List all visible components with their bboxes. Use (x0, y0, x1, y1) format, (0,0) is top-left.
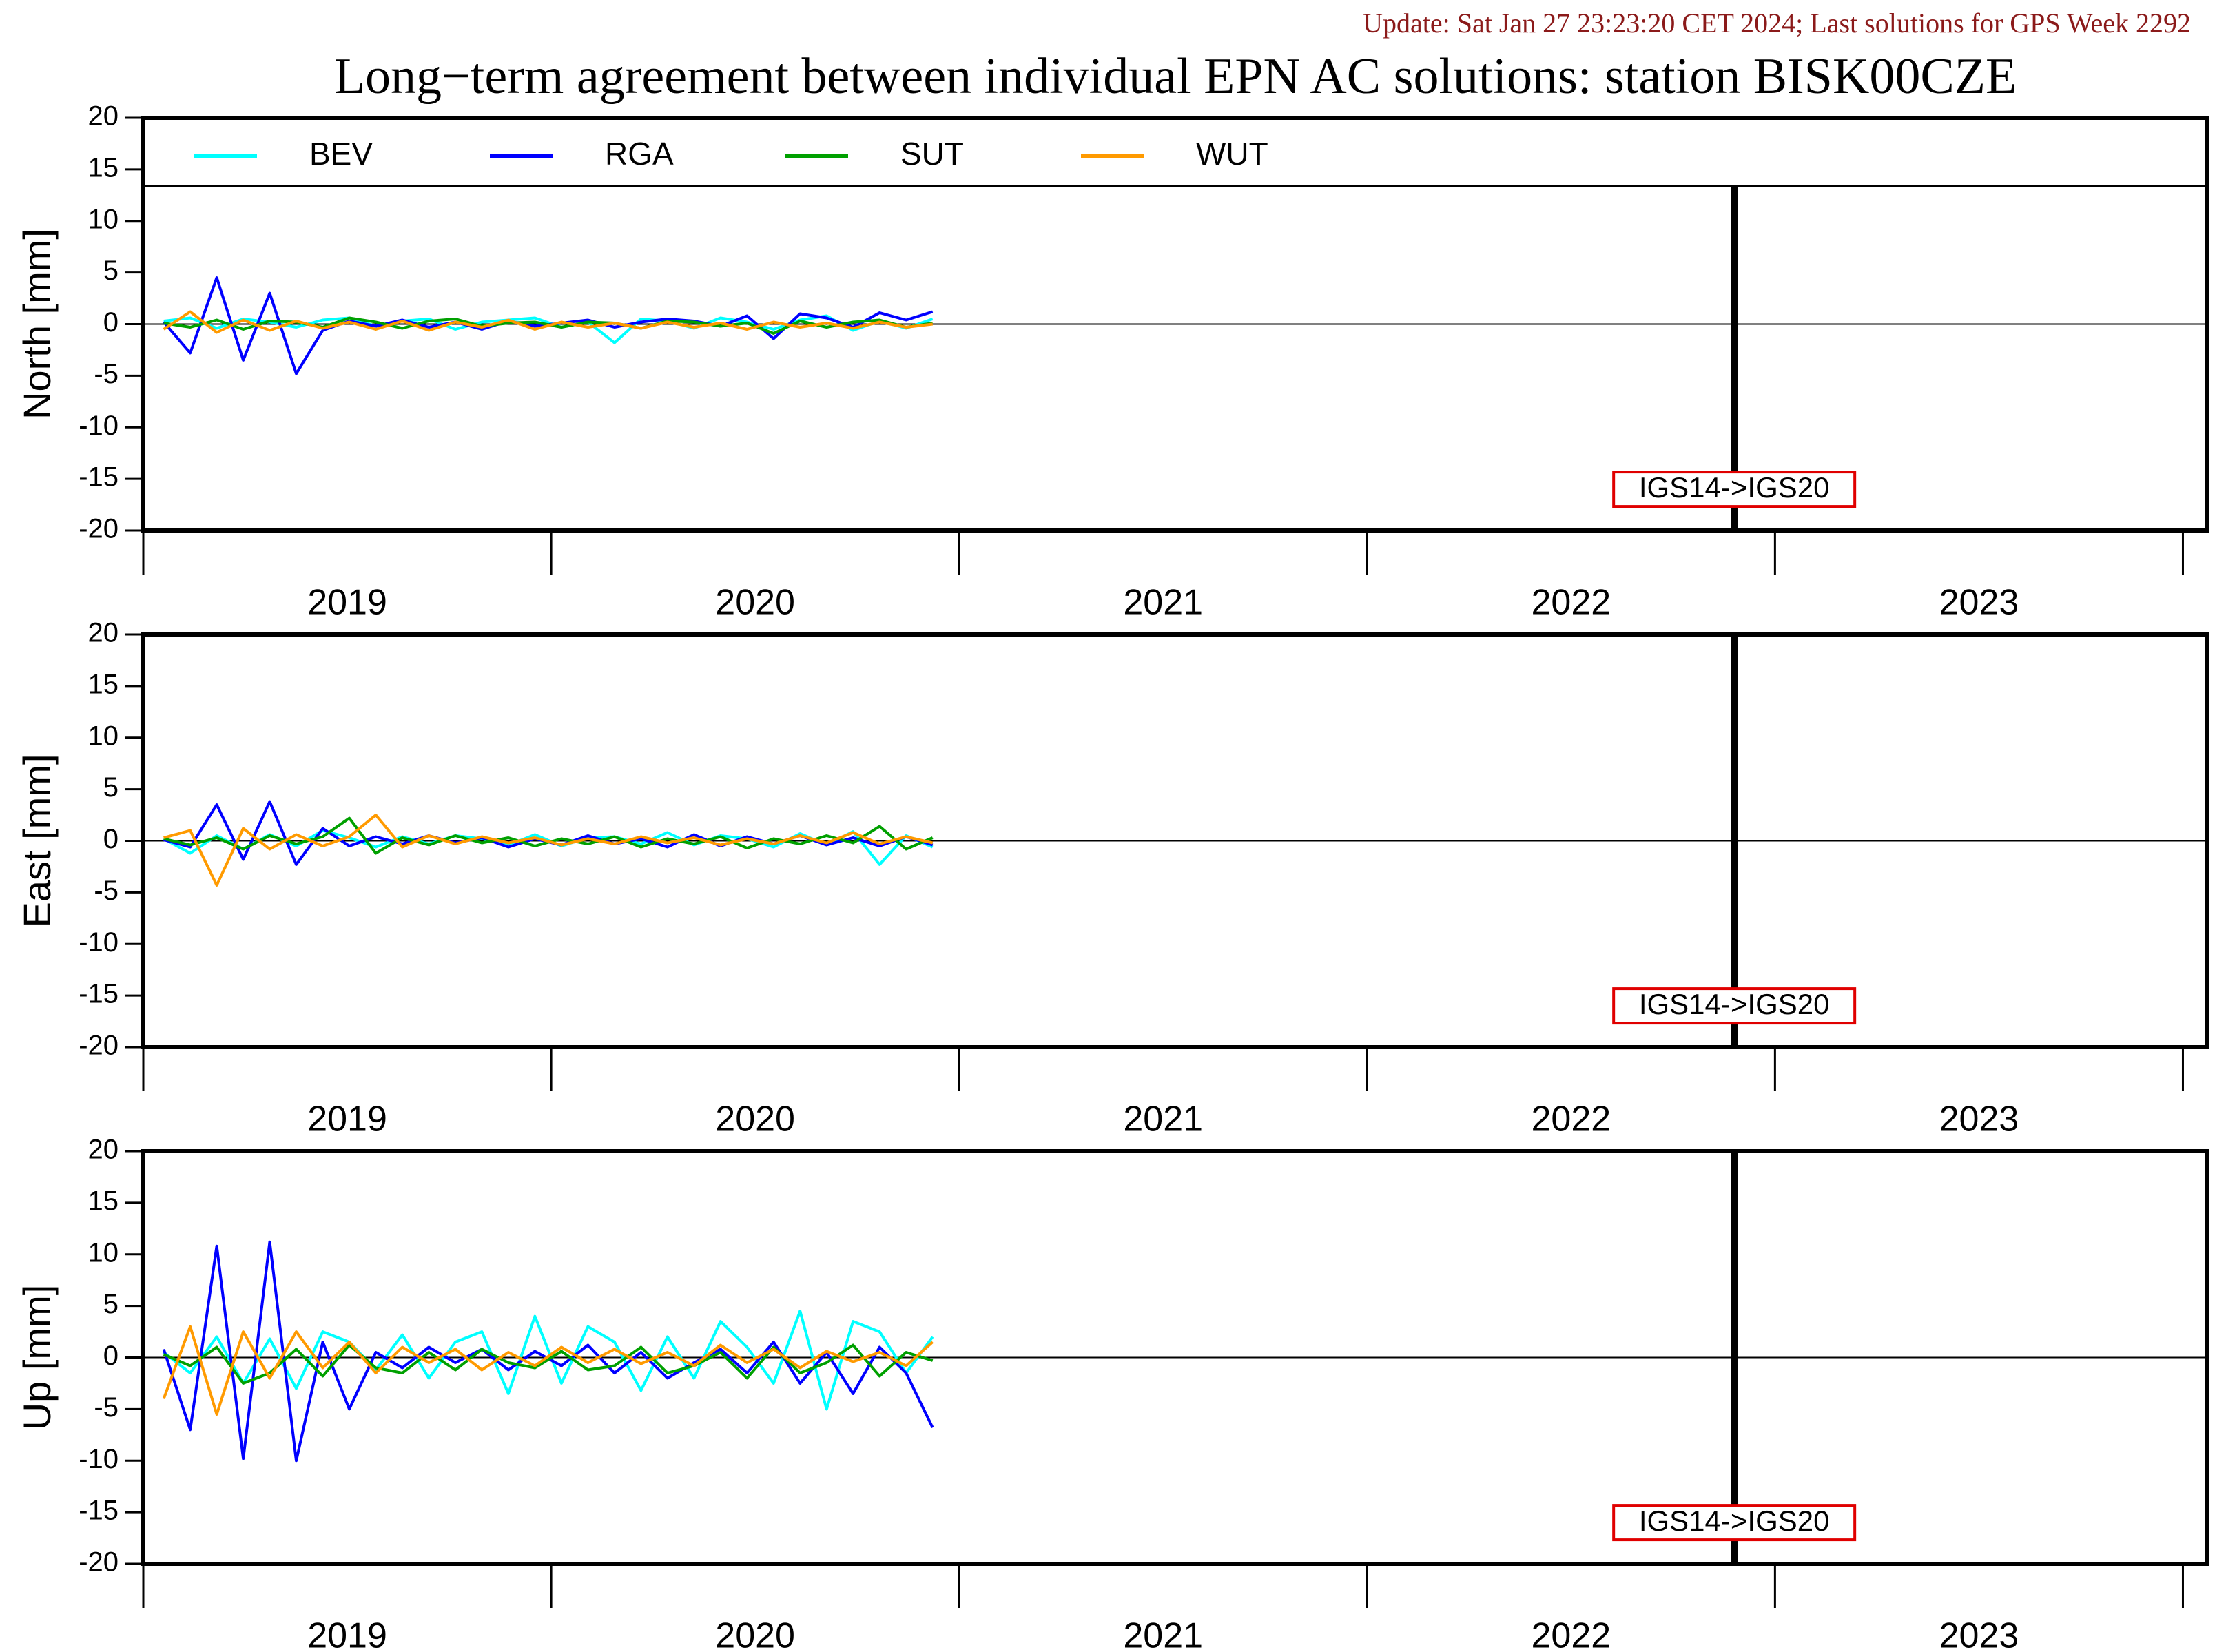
x-tick-label: 2021 (1123, 1616, 1203, 1652)
y-tick-label: -5 (94, 359, 118, 389)
legend-label: SUT (900, 136, 964, 172)
plot-frame (141, 632, 2209, 1049)
y-tick-label: 15 (88, 152, 119, 183)
event-label: IGS14->IGS20 (1639, 1505, 1830, 1537)
event-label-box (1612, 471, 1857, 508)
x-tick-label: 2019 (307, 1099, 387, 1139)
x-tick-label: 2022 (1531, 583, 1611, 623)
series-line (163, 1343, 934, 1385)
y-tick-label: 20 (88, 1135, 119, 1165)
event-label: IGS14->IGS20 (1639, 471, 1830, 504)
y-tick-label: 0 (103, 1341, 118, 1371)
y-tick-label: 0 (103, 824, 118, 854)
x-tick-label: 2019 (307, 1616, 387, 1652)
y-axis-label: East [mm] (15, 754, 59, 927)
y-tick-label: -15 (79, 462, 118, 493)
y-tick-label: 20 (88, 618, 119, 648)
series-line (162, 1325, 934, 1416)
event-label-box (1612, 987, 1857, 1025)
y-tick-label: 10 (88, 1237, 119, 1268)
x-tick-label: 2023 (1939, 1099, 2019, 1139)
series-line (163, 800, 934, 866)
y-tick-label: 5 (103, 256, 118, 286)
y-tick-label: -10 (79, 411, 118, 441)
series-line (163, 310, 933, 334)
y-tick-label: 20 (88, 101, 119, 132)
x-tick-label: 2022 (1531, 1099, 1611, 1139)
y-axis-label: Up [mm] (15, 1285, 59, 1431)
x-tick-label: 2019 (307, 583, 387, 623)
y-tick-label: 15 (88, 669, 119, 699)
x-tick-label: 2021 (1123, 583, 1203, 623)
x-tick-label: 2020 (715, 1616, 795, 1652)
y-tick-label: 10 (88, 204, 119, 234)
legend-label: BEV (309, 136, 373, 172)
y-tick-label: -20 (79, 514, 118, 544)
series-line (163, 1310, 934, 1411)
update-note: Update: Sat Jan 27 23:23:20 CET 2024; La… (1363, 8, 2191, 39)
plot-frame (141, 1149, 2209, 1566)
series-line (163, 314, 934, 344)
y-tick-label: -15 (79, 1496, 118, 1526)
x-tick-label: 2020 (715, 583, 795, 623)
series-line (163, 829, 934, 866)
y-axis-label: North [mm] (15, 229, 59, 420)
y-tick-label: -15 (79, 979, 118, 1009)
y-tick-label: -20 (79, 1547, 118, 1578)
event-label: IGS14->IGS20 (1639, 988, 1830, 1020)
y-tick-label: 10 (88, 721, 119, 751)
event-label-box (1612, 1504, 1857, 1542)
plot-frame (141, 116, 2209, 533)
y-tick-label: -5 (94, 876, 118, 906)
chart-title: Long−term agreement between individual E… (334, 48, 2017, 105)
series-line (163, 814, 934, 887)
x-tick-label: 2022 (1531, 1616, 1611, 1652)
x-tick-label: 2023 (1939, 1616, 2019, 1652)
y-tick-label: -20 (79, 1031, 118, 1061)
legend-label: WUT (1196, 136, 1268, 172)
y-tick-label: -10 (79, 927, 118, 958)
y-tick-label: -5 (94, 1392, 118, 1423)
y-tick-label: -10 (79, 1444, 118, 1474)
y-tick-label: 0 (103, 307, 118, 338)
y-tick-label: 5 (103, 1289, 118, 1319)
legend-label: RGA (605, 136, 674, 172)
y-tick-label: 15 (88, 1186, 119, 1216)
y-tick-label: 5 (103, 772, 118, 803)
x-tick-label: 2020 (715, 1099, 795, 1139)
x-tick-label: 2023 (1939, 583, 2019, 623)
x-tick-label: 2021 (1123, 1099, 1203, 1139)
